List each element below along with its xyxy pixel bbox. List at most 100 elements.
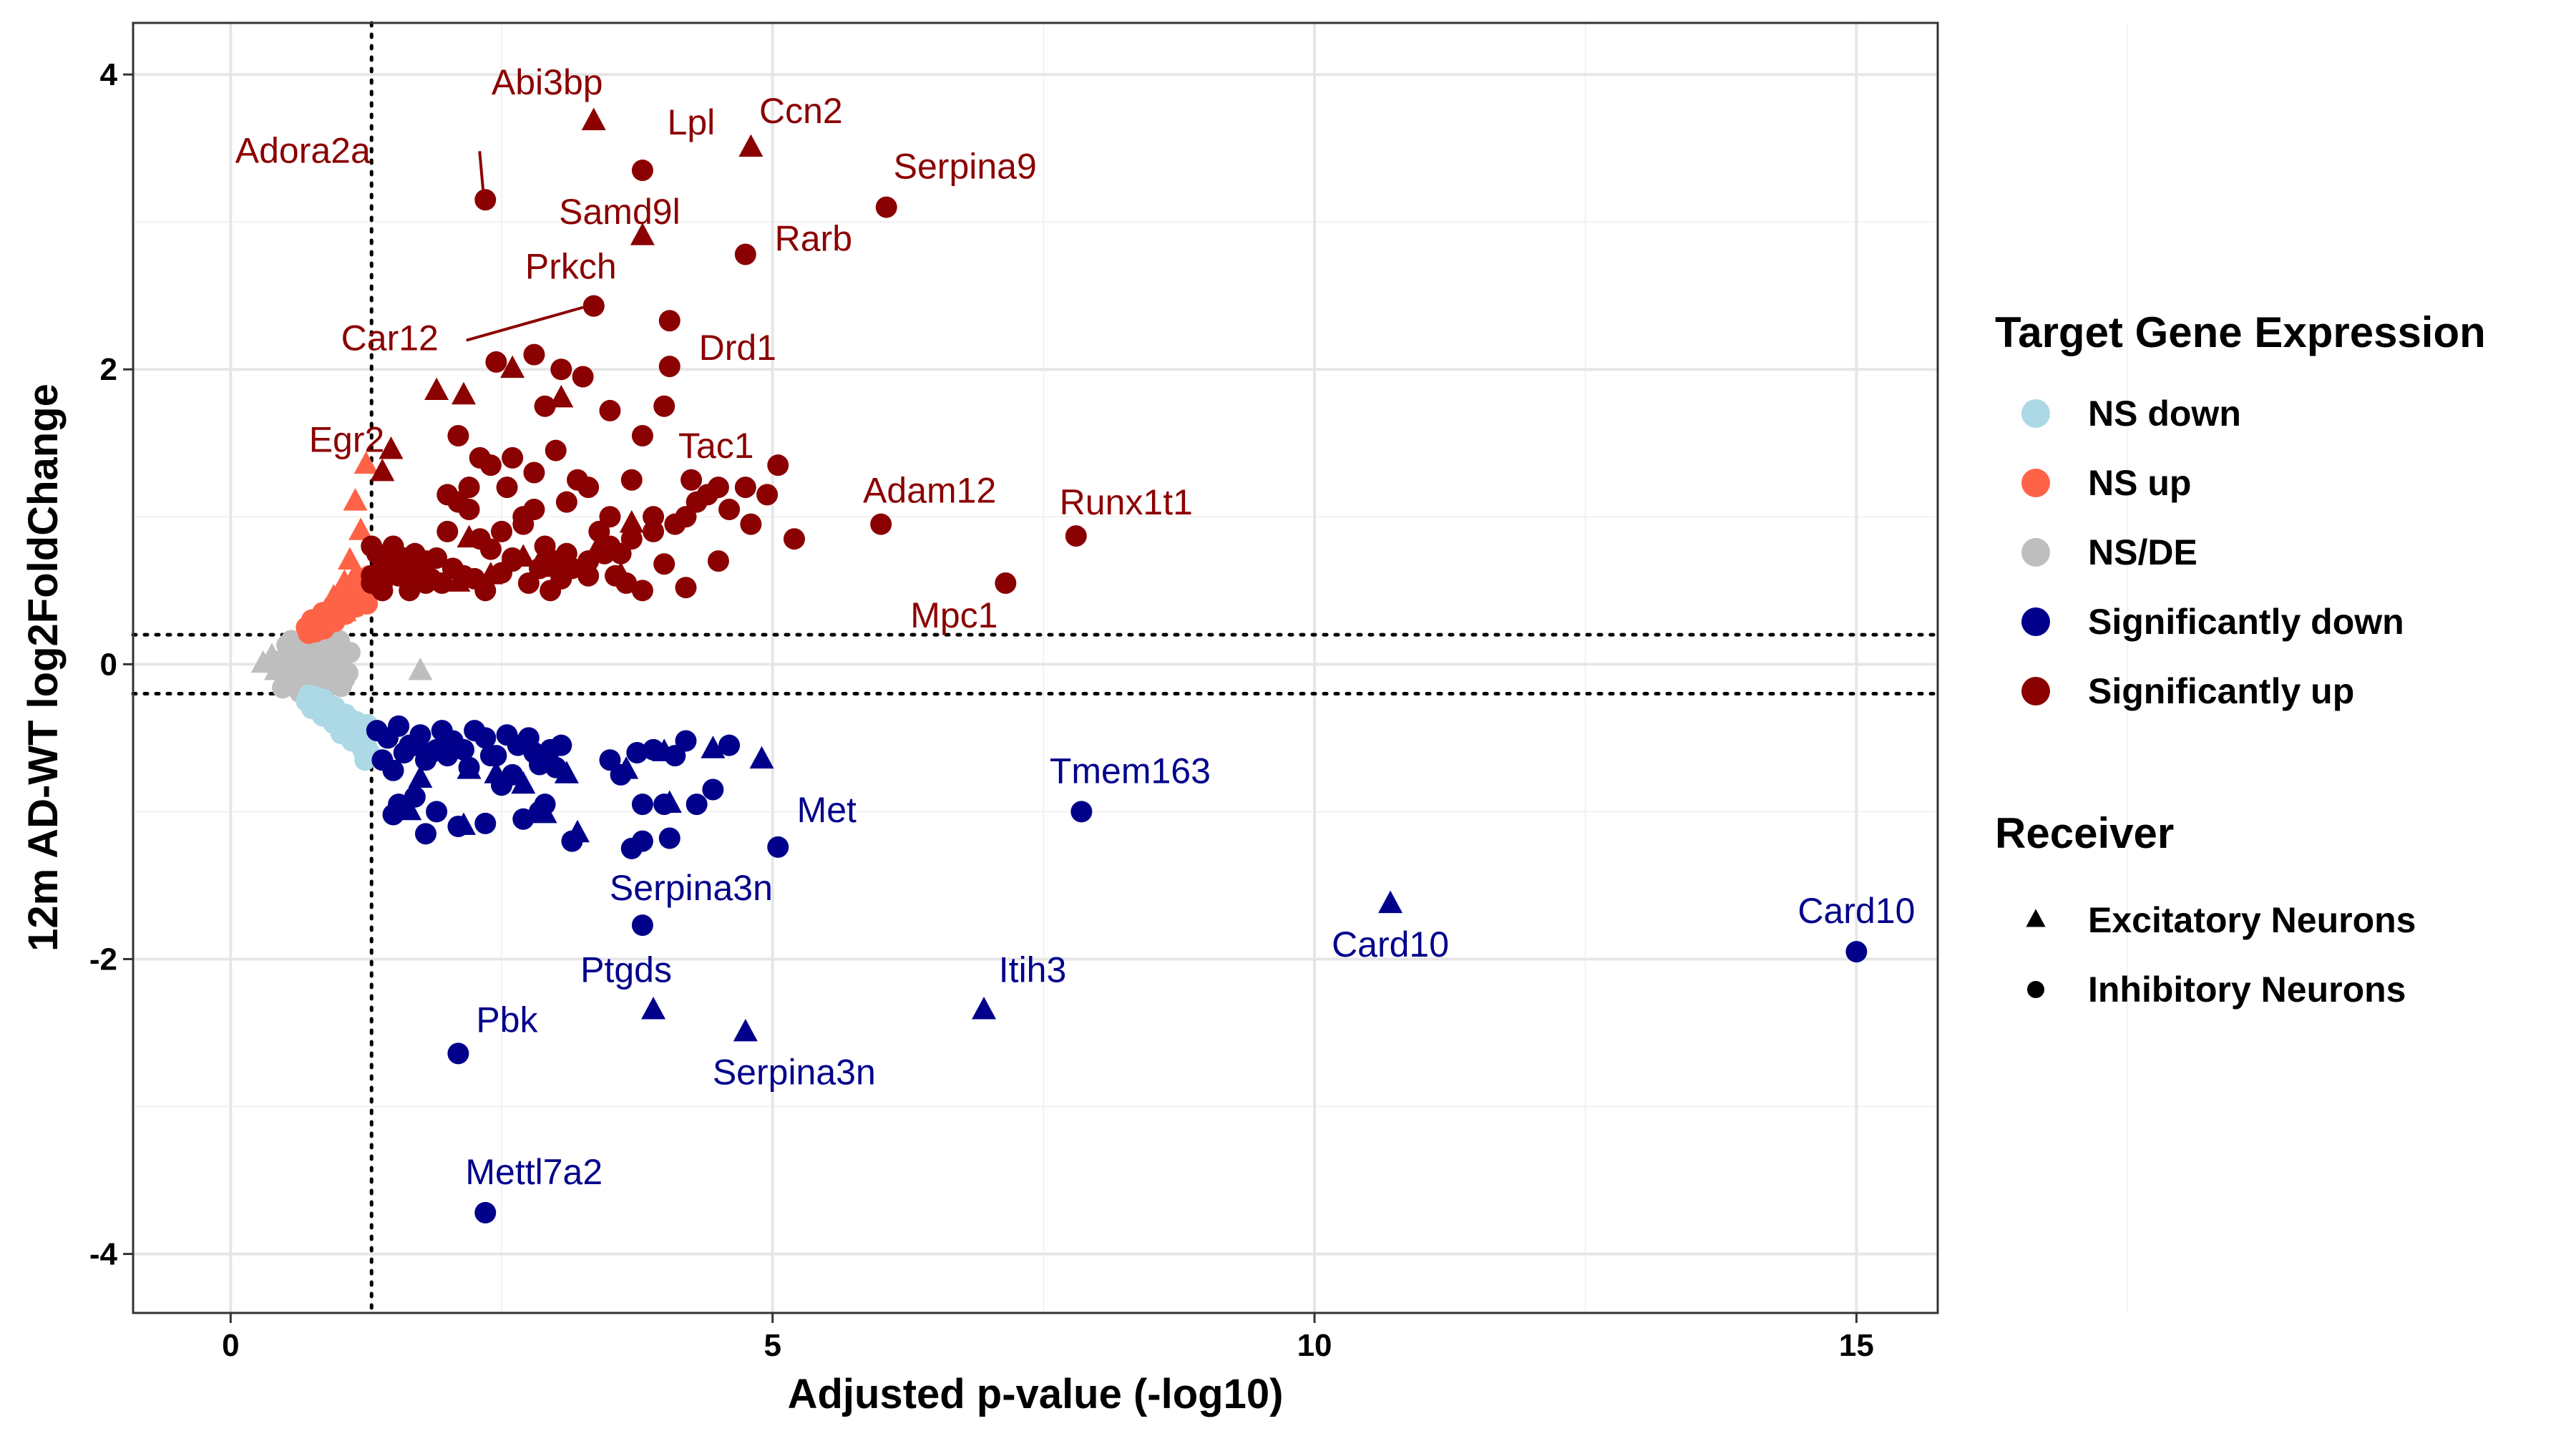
data-point: [408, 765, 433, 788]
data-point: [485, 351, 507, 373]
data-point: [620, 528, 643, 550]
labeled-data-point: [995, 572, 1017, 595]
data-point: [479, 745, 502, 767]
y-tick-label: 4: [100, 57, 118, 92]
labeled-data-point: [733, 1018, 758, 1042]
data-point: [491, 520, 513, 542]
data-point: [302, 649, 324, 671]
data-point: [565, 819, 590, 843]
data-point: [534, 395, 556, 417]
labeled-data-point: [738, 134, 763, 157]
data-point: [356, 592, 379, 615]
gene-label: Abi3bp: [492, 62, 603, 102]
data-point: [354, 749, 376, 771]
legend-color-label: Significantly up: [2088, 671, 2354, 711]
legend-color-title: Target Gene Expression: [1995, 308, 2486, 356]
gene-label: Samd9l: [559, 192, 680, 232]
y-tick-label: 2: [100, 352, 117, 387]
legend-shape-title: Receiver: [1995, 809, 2174, 857]
data-point: [653, 395, 675, 417]
data-points: [250, 107, 1868, 1224]
data-point: [286, 662, 311, 685]
data-point: [474, 727, 497, 749]
data-point: [626, 741, 648, 763]
data-point: [336, 662, 358, 684]
label-leader-lines: [466, 151, 584, 342]
data-point: [424, 377, 449, 401]
data-point: [517, 572, 540, 595]
grid-major: [133, 23, 1938, 1313]
data-point: [436, 745, 459, 767]
data-point: [614, 756, 639, 779]
y-axis-ticks: -4 -2 0 2 4: [89, 57, 133, 1272]
data-point: [451, 812, 476, 835]
gene-label: Card10: [1332, 924, 1449, 964]
data-point: [686, 491, 708, 513]
data-point: [452, 738, 474, 761]
labeled-data-point: [474, 1201, 497, 1224]
data-point: [619, 510, 644, 533]
data-point: [512, 506, 535, 528]
data-point: [545, 439, 567, 461]
data-point: [577, 477, 600, 499]
data-point: [550, 358, 572, 381]
data-point: [608, 562, 633, 585]
x-tick-label: 10: [1297, 1328, 1332, 1363]
gene-label: Car12: [341, 318, 439, 358]
gene-label: Egr2: [309, 420, 385, 460]
gene-label: Mpc1: [910, 595, 997, 635]
label-leader: [478, 151, 485, 192]
data-point: [446, 569, 471, 592]
data-point: [675, 506, 697, 528]
data-point: [431, 572, 453, 595]
gene-label: Ccn2: [759, 91, 843, 131]
legend-shape-swatch: [2027, 981, 2044, 998]
legend-color-swatch: [2021, 677, 2050, 705]
legend-color-label: NS down: [2088, 394, 2241, 434]
gene-label: Tmem163: [1050, 751, 1211, 791]
data-point: [643, 506, 665, 528]
data-point: [502, 446, 524, 469]
data-point: [353, 451, 379, 474]
y-axis-title: 12m AD-WT log2FoldChange: [20, 384, 67, 952]
data-point: [532, 539, 557, 562]
data-point: [370, 458, 395, 482]
data-point: [382, 759, 404, 781]
data-point: [523, 461, 545, 484]
data-point: [278, 635, 303, 658]
legend: Target Gene Expression NS down NS up NS/DE…: [1995, 308, 2486, 1010]
data-point: [479, 538, 502, 560]
data-point: [259, 643, 284, 665]
data-point: [263, 658, 288, 680]
data-point: [414, 823, 436, 845]
labeled-data-point: [582, 295, 605, 317]
data-point: [749, 746, 774, 769]
data-point: [620, 837, 643, 859]
labeled-data-point: [1070, 801, 1093, 823]
labeled-data-point: [1065, 525, 1087, 547]
data-point: [426, 801, 448, 823]
x-axis-title: Adjusted p-value (-log10): [788, 1371, 1284, 1417]
data-point: [436, 520, 459, 542]
data-point: [588, 520, 610, 542]
data-point: [458, 477, 480, 499]
labeled-data-point: [581, 107, 606, 130]
labeled-data-point: [870, 513, 892, 535]
data-point: [740, 513, 762, 535]
data-point: [512, 808, 535, 830]
data-point: [371, 580, 394, 602]
data-point: [707, 550, 729, 572]
gene-label: Ptgds: [580, 950, 672, 990]
data-point: [457, 524, 482, 548]
data-point: [436, 484, 459, 506]
data-point: [599, 399, 621, 421]
data-point: [511, 544, 536, 567]
data-point: [511, 771, 536, 794]
data-point: [451, 381, 476, 405]
data-point: [718, 498, 741, 520]
labeled-data-point: [474, 189, 497, 211]
gene-label: Prkch: [525, 247, 617, 287]
data-point: [643, 520, 665, 542]
labeled-data-point: [1845, 941, 1868, 963]
data-point: [364, 559, 389, 582]
